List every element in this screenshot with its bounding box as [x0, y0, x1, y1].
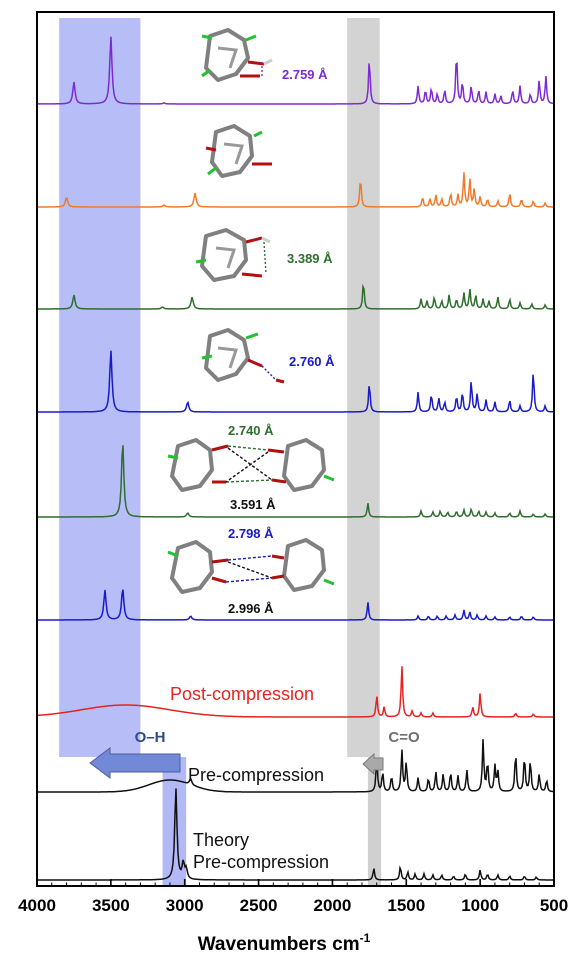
spectrum-trace-7	[37, 666, 553, 718]
x-tick-label-3000: 3000	[166, 896, 204, 915]
x-tick-label-3500: 3500	[92, 896, 130, 915]
molecule-structure-6-dimer	[167, 538, 335, 594]
band-c-o	[347, 18, 380, 757]
molecule-structure-4	[201, 328, 285, 384]
oh-arrow-label: O–H	[135, 729, 166, 746]
x-tick-label-1500: 1500	[387, 896, 425, 915]
spectrum-trace-8	[38, 739, 554, 793]
distance-label-2-759: 2.759 Å	[282, 67, 328, 82]
spectrum-trace-6	[38, 589, 553, 621]
x-axis-label: Wavenumbers cm-1	[198, 931, 371, 955]
series-label-theory-pre-compression: Pre-compression	[193, 852, 329, 872]
spectrum-trace-1	[38, 36, 554, 105]
x-tick-label-500: 500	[540, 896, 568, 915]
band-c-o-theory	[367, 757, 382, 886]
spectrum-trace-2	[38, 172, 553, 208]
spectrum-trace-5	[38, 445, 553, 518]
distance-label-3-389: 3.389 Å	[287, 251, 333, 266]
co-arrow-label: C=O	[388, 729, 420, 746]
molecule-structure-2	[205, 124, 272, 178]
highlight-bands	[59, 18, 382, 886]
oh-arrow: O–H	[89, 729, 181, 779]
distance-label-2-798: 2.798 Å	[228, 526, 274, 541]
x-tick-label-4000: 4000	[18, 896, 56, 915]
x-tick-label-2500: 2500	[240, 896, 278, 915]
distance-label-2-996: 2.996 Å	[228, 601, 274, 616]
spectrum-trace-9	[38, 788, 553, 881]
distance-label-2-740: 2.740 Å	[228, 423, 274, 438]
x-tick-label-2000: 2000	[314, 896, 352, 915]
series-label-theory: Theory	[193, 830, 249, 850]
molecule-structure-1	[201, 28, 273, 82]
series-label-post-compression: Post-compression	[170, 684, 314, 704]
spectra-traces	[37, 36, 554, 881]
distance-label-3-591: 3.591 Å	[230, 497, 276, 512]
distance-label-2-760: 2.760 Å	[289, 354, 335, 369]
spectrum-trace-3	[38, 283, 553, 310]
x-axis: 4000 3500 3000 2500 2000 1500 1000 500	[18, 879, 568, 915]
co-arrow: C=O	[362, 729, 420, 776]
molecule-structure-3	[195, 228, 271, 282]
band-o-h	[59, 18, 141, 757]
molecule-structure-5-dimer	[167, 438, 335, 492]
plot-frame	[36, 11, 555, 887]
x-tick-label-1000: 1000	[461, 896, 499, 915]
series-label-pre-compression: Pre-compression	[188, 765, 324, 785]
spectrum-trace-4	[38, 350, 553, 413]
